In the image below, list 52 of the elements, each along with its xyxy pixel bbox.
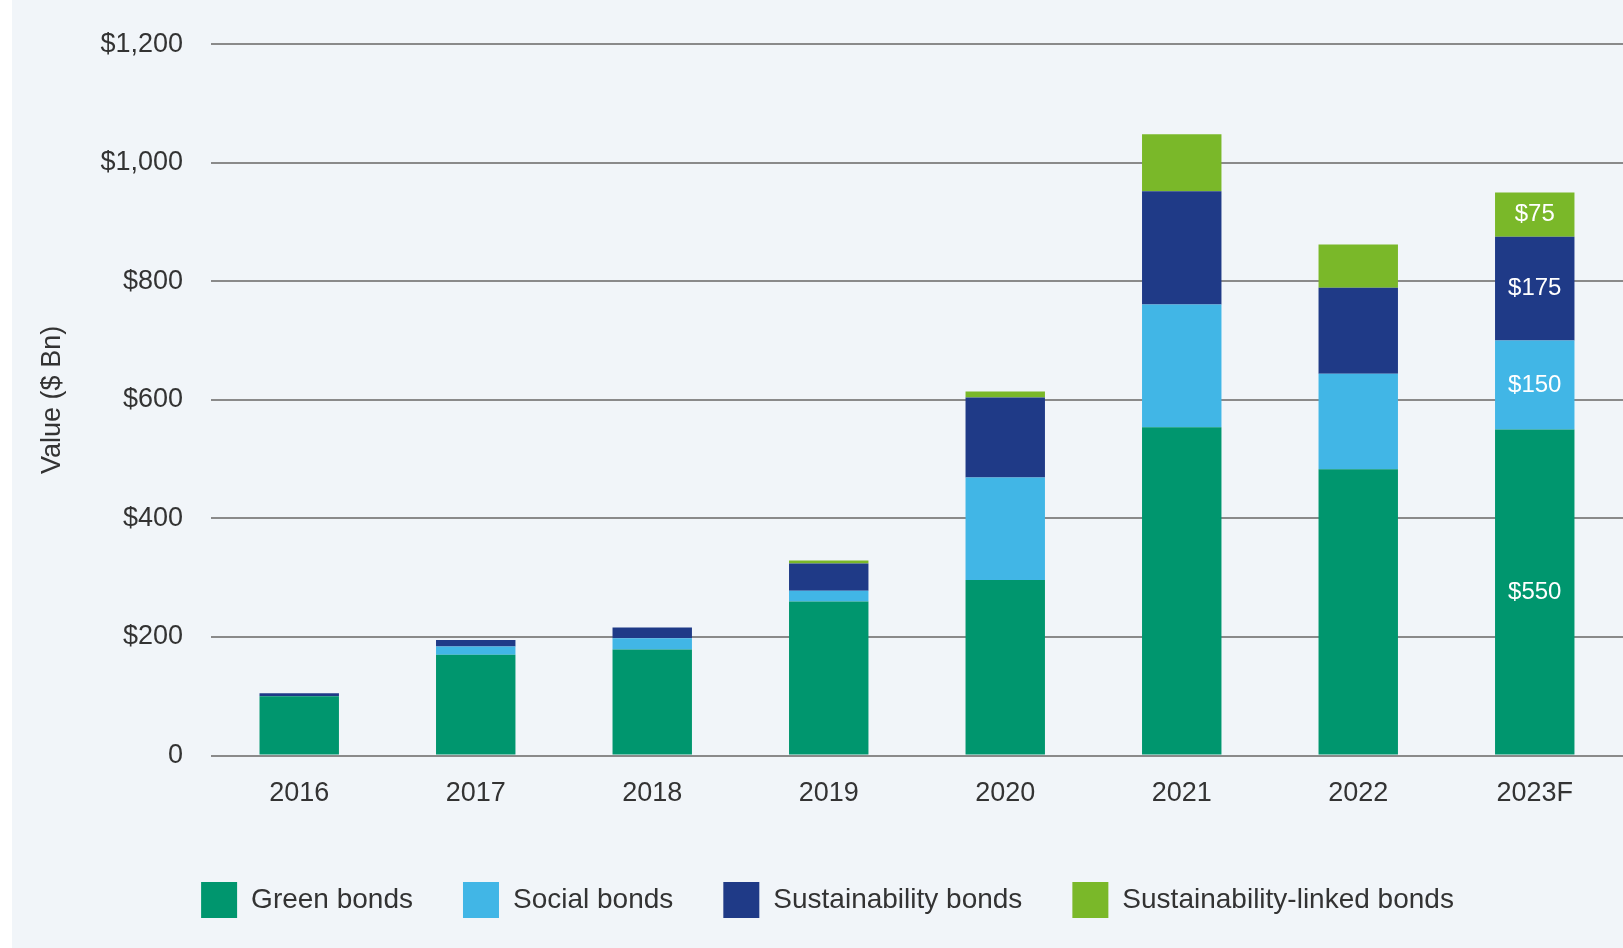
bar (1318, 287, 1398, 374)
x-tick-label: 2022 (1328, 777, 1389, 808)
x-tick-label: 2017 (445, 777, 506, 808)
x-tick-label: 2021 (1151, 777, 1212, 808)
data-label: $550 (1508, 576, 1562, 604)
bar (789, 590, 869, 602)
data-label: $150 (1508, 369, 1562, 397)
bar (612, 638, 692, 650)
y-axis-title: Value ($ Bn) (35, 325, 66, 474)
bar (436, 654, 516, 755)
legend-label: Social bonds (512, 882, 674, 914)
bar (436, 640, 516, 647)
legend-label: Sustainability bonds (773, 882, 1023, 914)
legend-label: Green bonds (251, 882, 413, 914)
bar (259, 696, 339, 755)
bar (1142, 191, 1222, 305)
y-tick-label: $800 (122, 264, 183, 295)
y-tick-label: $400 (122, 501, 183, 532)
bar (612, 627, 692, 639)
bar (1318, 373, 1398, 470)
bar (1495, 192, 1575, 237)
y-tick-label: 0 (167, 739, 183, 770)
bar (1142, 134, 1222, 192)
data-label: $175 (1508, 273, 1562, 301)
bar (965, 397, 1045, 478)
bar (1318, 469, 1398, 755)
bar (1142, 304, 1222, 428)
x-tick-label: 2016 (269, 777, 330, 808)
bar (965, 580, 1045, 755)
bar (1318, 244, 1398, 288)
bar (612, 649, 692, 755)
bar (789, 563, 869, 591)
bar (1495, 236, 1575, 341)
bar (965, 477, 1045, 581)
legend-label: Sustainability-linked bonds (1122, 882, 1454, 914)
bar (789, 560, 869, 564)
x-tick-label: 2019 (798, 777, 859, 808)
y-tick-label: $600 (122, 383, 183, 414)
bar (259, 693, 339, 697)
y-tick-label: $1,000 (100, 146, 183, 177)
bar (1495, 340, 1575, 430)
x-tick-label: 2020 (975, 777, 1036, 808)
data-label: $75 (1514, 199, 1555, 227)
bar (1142, 427, 1222, 755)
y-tick-label: $200 (122, 620, 183, 651)
bar (965, 391, 1045, 398)
y-tick-label: $1,200 (100, 27, 183, 58)
x-tick-label: 2018 (622, 777, 683, 808)
bar (436, 646, 516, 655)
bar (1495, 429, 1575, 755)
bar (789, 601, 869, 755)
x-tick-label: 2023F (1496, 777, 1574, 808)
